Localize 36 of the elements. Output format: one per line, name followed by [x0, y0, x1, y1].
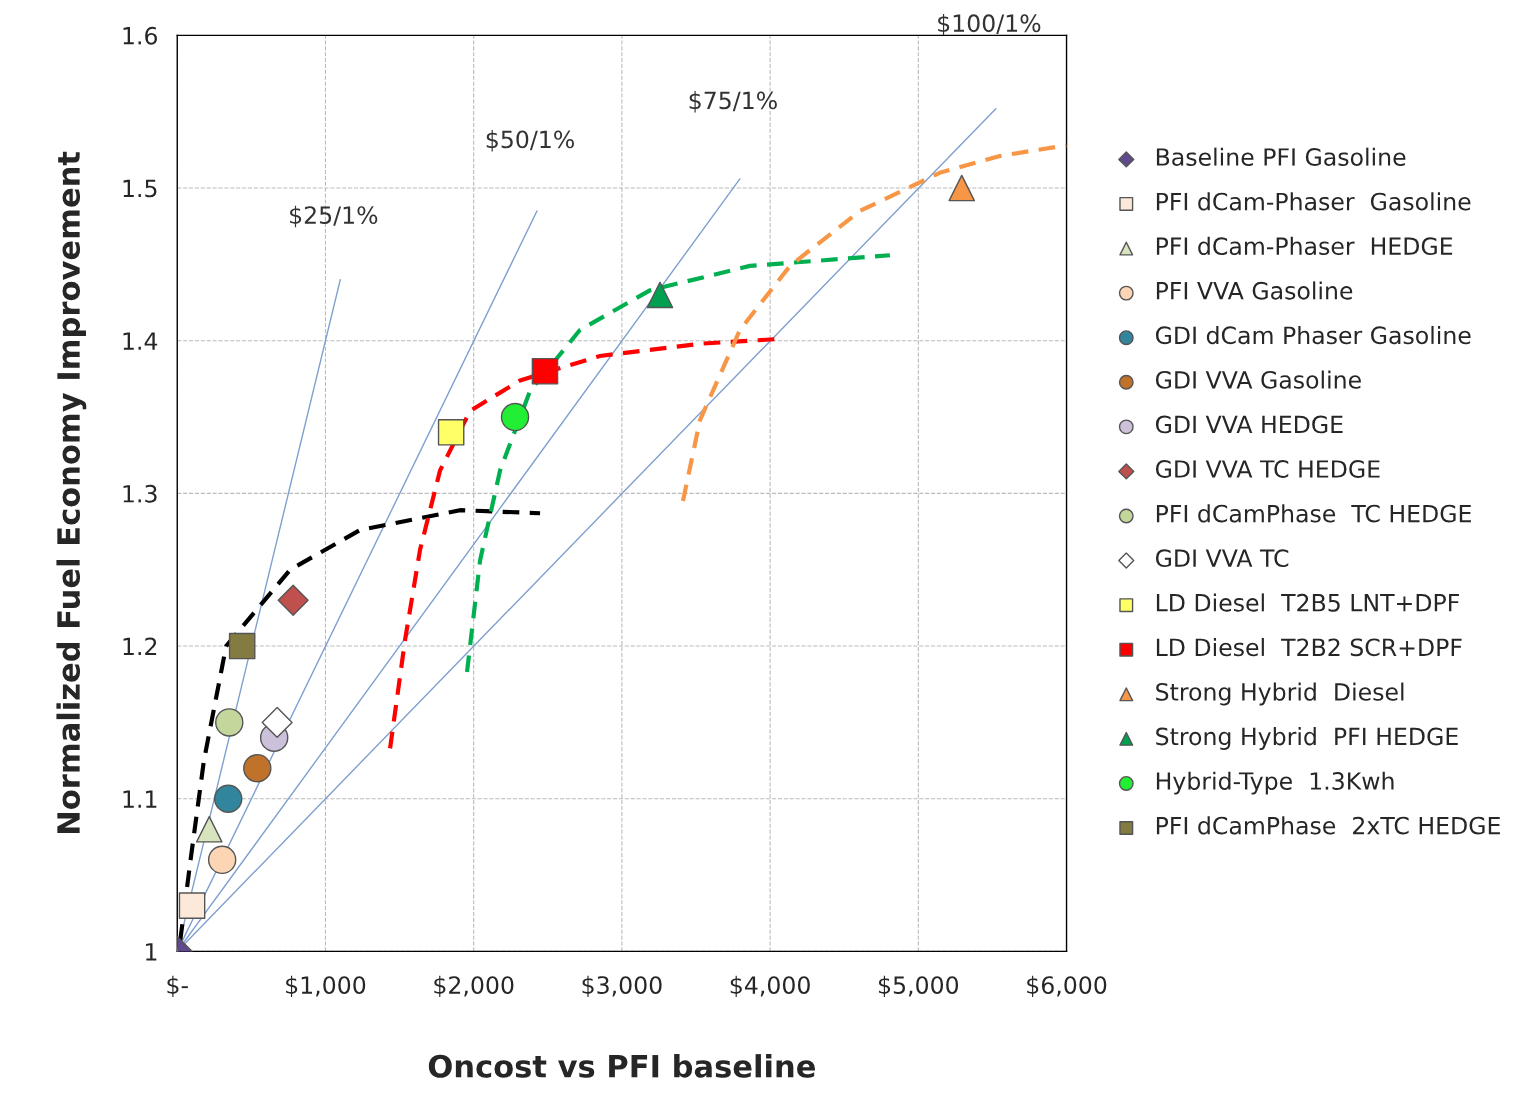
- y-axis-title: Normalized Fuel Economy Improvement: [56, 151, 87, 833]
- x-tick-label: $-: [167, 975, 188, 998]
- legend-label: GDI VVA Gasoline: [1155, 370, 1361, 389]
- y-tick-label: 1: [146, 943, 157, 961]
- y-tick-label: 1.2: [123, 637, 157, 656]
- x-tick-label: $5,000: [878, 975, 959, 998]
- y-tick-label: 1.1: [123, 790, 157, 808]
- legend-label: Baseline PFI Gasoline: [1156, 147, 1406, 166]
- legend-label: PFI dCamPhase 2xTC HEDGE: [1156, 816, 1500, 835]
- legend-label: Strong Hybrid PFI HEDGE: [1156, 727, 1458, 750]
- legend-label: GDI VVA TC: [1155, 549, 1289, 568]
- legend-label: LD Diesel T2B5 LNT+DPF: [1156, 593, 1459, 612]
- y-tick-label: 1.4: [123, 332, 158, 350]
- annotation: $25/1%: [290, 205, 378, 228]
- legend-label: Strong Hybrid Diesel: [1156, 682, 1404, 706]
- text: $100/1%: [938, 13, 1041, 36]
- y-tick-label: 1.5: [123, 179, 157, 198]
- legend-label: LD Diesel T2B2 SCR+DPF: [1156, 637, 1462, 657]
- annotation: $75/1%: [689, 91, 777, 113]
- x-tick-label: $6,000: [1027, 975, 1107, 998]
- legend-label: Hybrid-Type 1.3Kwh: [1156, 771, 1394, 795]
- legend-label: PFI VVA Gasoline: [1156, 281, 1353, 300]
- legend-label: PFI dCam-Phaser Gasoline: [1156, 192, 1471, 211]
- x-tick-label: $4,000: [730, 975, 810, 998]
- annotation: $50/1%: [486, 130, 574, 152]
- legend-label: PFI dCamPhase TC HEDGE: [1156, 504, 1471, 523]
- y-tick-label: 1.6: [123, 26, 158, 45]
- x-tick-label: $1,000: [286, 975, 366, 998]
- x-tick-label: $3,000: [582, 975, 662, 998]
- x-axis-title: Oncost vs PFI baseline: [428, 1054, 815, 1078]
- legend-label: GDI VVA HEDGE: [1155, 415, 1343, 434]
- x-tick-label: $2,000: [434, 975, 514, 998]
- y-tick-label: 1.3: [123, 484, 157, 503]
- legend-label: PFI dCam-Phaser HEDGE: [1156, 236, 1453, 256]
- legend-label: GDI VVA TC HEDGE: [1155, 460, 1380, 478]
- legend-label: GDI dCam Phaser Gasoline: [1155, 325, 1471, 345]
